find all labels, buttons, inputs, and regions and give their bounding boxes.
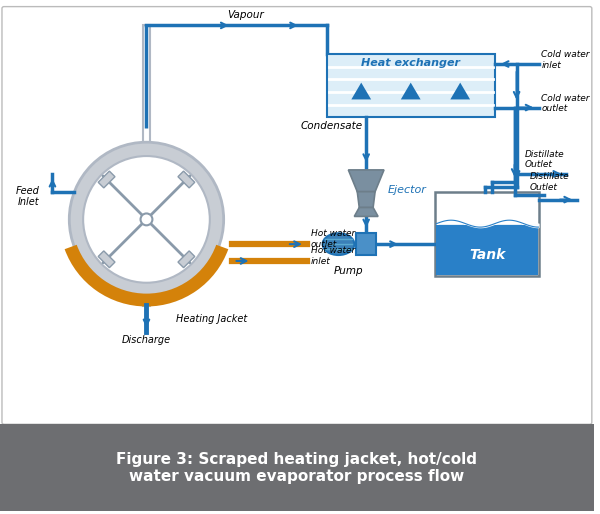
Text: Distillate
Outlet: Distillate Outlet (524, 150, 564, 169)
Text: Vapour: Vapour (227, 10, 264, 21)
Bar (0, 424, 594, 511)
Text: Cold water
inlet: Cold water inlet (541, 50, 590, 70)
Polygon shape (178, 171, 195, 188)
Polygon shape (98, 251, 115, 268)
Text: Pump: Pump (334, 266, 363, 276)
Text: Hot water
outlet: Hot water outlet (311, 229, 355, 249)
Circle shape (140, 213, 152, 225)
Wedge shape (65, 245, 229, 306)
Polygon shape (98, 171, 115, 188)
Polygon shape (178, 251, 195, 268)
Polygon shape (451, 83, 470, 99)
Text: Hot water
inlet: Hot water inlet (311, 246, 355, 266)
Polygon shape (352, 83, 371, 99)
Text: Heat exchanger: Heat exchanger (361, 58, 460, 68)
Text: Cold water
outlet: Cold water outlet (541, 94, 590, 113)
Bar (326, 54, 495, 118)
FancyBboxPatch shape (356, 233, 376, 255)
Circle shape (83, 156, 210, 283)
Text: Ejector: Ejector (388, 185, 427, 195)
Text: Distillate
Outlet: Distillate Outlet (529, 172, 569, 192)
Text: Figure 3: Scraped heating jacket, hot/cold
water vacuum evaporator process flow: Figure 3: Scraped heating jacket, hot/co… (116, 452, 478, 484)
Bar (436, 192, 539, 276)
FancyBboxPatch shape (2, 7, 592, 424)
Text: Tank: Tank (469, 248, 506, 262)
Bar (143, 25, 150, 144)
Ellipse shape (323, 233, 355, 255)
Bar (436, 224, 538, 275)
Text: Discharge: Discharge (122, 335, 171, 345)
Polygon shape (401, 83, 421, 99)
Bar (143, 290, 150, 306)
Polygon shape (357, 192, 375, 208)
Text: Condensate: Condensate (300, 121, 362, 132)
Circle shape (69, 142, 224, 297)
Polygon shape (349, 170, 384, 192)
Polygon shape (355, 208, 378, 216)
Text: Feed
Inlet: Feed Inlet (16, 186, 40, 208)
Text: Heating Jacket: Heating Jacket (176, 315, 247, 324)
